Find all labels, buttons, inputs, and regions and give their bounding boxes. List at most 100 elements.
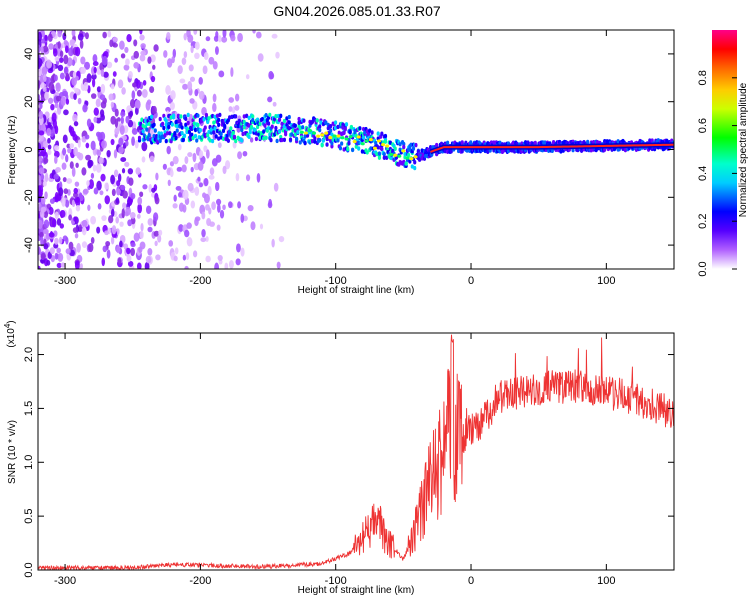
- spectrogram-noise-cell: [188, 64, 194, 72]
- spectrogram-signal-cell: [180, 130, 184, 136]
- spectrogram-peak-cell: [409, 157, 414, 161]
- spectrogram-noise-cell: [74, 181, 80, 187]
- spectrogram-signal-cell: [341, 122, 345, 127]
- spectrogram-noise-cell: [99, 94, 106, 101]
- spectrogram-noise-cell: [118, 146, 124, 154]
- spectrogram-noise-cell: [136, 262, 142, 269]
- spectrogram-noise-cell: [74, 196, 81, 204]
- spectrogram-noise-cell: [139, 191, 144, 198]
- spectrogram-noise-cell: [80, 56, 86, 65]
- spectrogram-noise-cell: [136, 79, 141, 89]
- spectrogram-noise-cell: [257, 53, 264, 62]
- spectrogram-noise-cell: [145, 101, 151, 111]
- spectrogram-noise-cell: [125, 140, 129, 147]
- spectrogram-signal-cell: [207, 116, 211, 121]
- spectrogram-noise-cell: [237, 32, 243, 43]
- spectrogram-noise-cell: [222, 165, 227, 175]
- snr-series-line: [38, 334, 674, 570]
- spectrogram-signal-cell: [325, 136, 329, 142]
- colorbar-ticks: 0.0 0.2 0.4 0.6 0.8: [697, 70, 737, 277]
- spectrogram-noise-cell: [120, 184, 126, 191]
- spectrogram-signal-cell: [319, 120, 323, 125]
- spectrogram-noise-cell: [126, 105, 132, 113]
- spectrogram-noise-cell: [211, 158, 218, 167]
- spectrogram-noise-cell: [237, 201, 242, 209]
- spectrogram-signal-cell: [281, 128, 285, 133]
- spectrogram-noise-cell: [169, 101, 175, 111]
- spectrogram-noise-cell: [202, 65, 208, 75]
- spectrogram-noise-cell: [65, 72, 70, 79]
- spectrogram-signal-cell: [533, 140, 537, 146]
- spectrogram-signal-cell: [516, 149, 520, 154]
- spectrogram-noise-cell: [86, 73, 92, 83]
- spectrogram-noise-cell: [96, 149, 102, 157]
- spectrogram-noise-cell: [75, 162, 79, 168]
- spectrogram-noise-cell: [240, 247, 245, 257]
- spectrogram-signal-cell: [287, 114, 291, 120]
- spectrogram-noise-cell: [111, 188, 116, 197]
- spectrogram-noise-cell: [104, 230, 109, 236]
- spectrogram-signal-cell: [321, 138, 325, 143]
- spectrogram-noise-cell: [104, 182, 109, 190]
- spectrogram-noise-cell: [230, 67, 234, 78]
- spectrogram-noise-cell: [114, 108, 119, 117]
- spectrogram-noise-cell: [90, 236, 95, 244]
- spectrogram-noise-cell: [55, 83, 60, 89]
- spectrogram-core-line: [430, 143, 674, 153]
- spectrogram-noise-cell: [54, 125, 59, 135]
- spectrogram-noise-cell: [55, 95, 62, 102]
- spectrogram-ytick-label: 20: [23, 96, 35, 108]
- spectrogram-signal-cell: [287, 126, 291, 131]
- spectrogram-signal-cell: [248, 130, 252, 135]
- spectrogram-signal-cell: [232, 134, 237, 140]
- spectrogram-signal-cell: [318, 124, 322, 129]
- spectrogram-signal-cell: [163, 130, 167, 135]
- spectrogram-signal-cell: [342, 147, 346, 152]
- spectrogram-noise-cell: [42, 140, 49, 149]
- spectrogram-signal-cell: [150, 114, 154, 119]
- spectrogram-noise-cell: [47, 149, 52, 156]
- spectrogram-noise-cell: [110, 174, 115, 185]
- spectrogram-peak-cell: [299, 130, 304, 134]
- snr-marks: [38, 334, 674, 570]
- spectrogram-noise-cell: [60, 96, 66, 106]
- spectrogram-xtick-label: 100: [597, 275, 615, 287]
- spectrogram-noise-cell: [110, 84, 115, 90]
- spectrogram-noise-cell: [115, 216, 119, 224]
- spectrogram-noise-cell: [82, 188, 89, 195]
- spectrogram-noise-cell: [183, 51, 188, 59]
- spectrogram-signal-cell: [616, 139, 620, 144]
- spectrogram-noise-cell: [139, 54, 146, 62]
- spectrogram-noise-cell: [90, 215, 97, 225]
- spectrogram-noise-cell: [68, 241, 74, 251]
- spectrogram-signal-cell: [218, 112, 222, 118]
- spectrogram-noise-cell: [237, 151, 243, 160]
- spectrogram-noise-cell: [72, 71, 77, 78]
- spectrogram-noise-cell: [77, 33, 84, 41]
- spectrogram-noise-cell: [40, 206, 47, 213]
- spectrogram-signal-cell: [297, 116, 301, 122]
- spectrogram-noise-cell: [44, 172, 49, 183]
- spectrogram-noise-cell: [151, 187, 156, 193]
- spectrogram-signal-cell: [382, 152, 386, 157]
- spectrogram-signal-cell: [382, 155, 386, 160]
- spectrogram-noise-cell: [228, 259, 234, 269]
- spectrogram-noise-cell: [114, 127, 120, 136]
- snr-ylabel: SNR (10 * v/v): [7, 420, 18, 484]
- spectrogram-noise-cell: [125, 115, 130, 124]
- spectrogram-noise-cell: [38, 58, 43, 68]
- spectrogram-signal-cell: [217, 122, 221, 127]
- spectrogram-signal-cell: [414, 142, 418, 148]
- spectrogram-xtick-label: -200: [189, 275, 211, 287]
- spectrogram-signal-cell: [310, 139, 315, 144]
- spectrogram-noise-cell: [221, 36, 228, 43]
- spectrogram-signal-cell: [213, 126, 217, 131]
- spectrogram-noise-cell: [48, 232, 55, 238]
- spectrogram-noise-cell: [90, 93, 97, 99]
- spectrogram-peak-cell: [389, 152, 394, 157]
- spectrogram-noise-cell: [72, 227, 78, 233]
- spectrogram-signal-cell: [254, 136, 259, 142]
- spectrogram-signal-cell: [467, 148, 472, 153]
- colorbar-tick-label: 0.6: [697, 118, 709, 133]
- spectrogram-noise-cell: [82, 104, 88, 113]
